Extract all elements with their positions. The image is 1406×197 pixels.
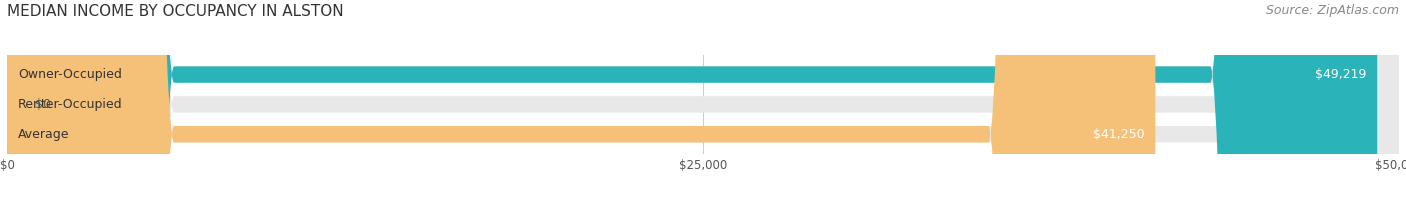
FancyBboxPatch shape — [7, 0, 1399, 197]
FancyBboxPatch shape — [7, 0, 1399, 197]
Text: $49,219: $49,219 — [1315, 68, 1367, 81]
Text: Source: ZipAtlas.com: Source: ZipAtlas.com — [1265, 4, 1399, 17]
FancyBboxPatch shape — [7, 0, 1399, 197]
Text: Owner-Occupied: Owner-Occupied — [18, 68, 122, 81]
Text: Renter-Occupied: Renter-Occupied — [18, 98, 122, 111]
FancyBboxPatch shape — [7, 0, 1156, 197]
Text: $0: $0 — [35, 98, 51, 111]
Text: MEDIAN INCOME BY OCCUPANCY IN ALSTON: MEDIAN INCOME BY OCCUPANCY IN ALSTON — [7, 4, 343, 19]
FancyBboxPatch shape — [7, 0, 1378, 197]
Text: $41,250: $41,250 — [1092, 128, 1144, 141]
Text: Average: Average — [18, 128, 70, 141]
